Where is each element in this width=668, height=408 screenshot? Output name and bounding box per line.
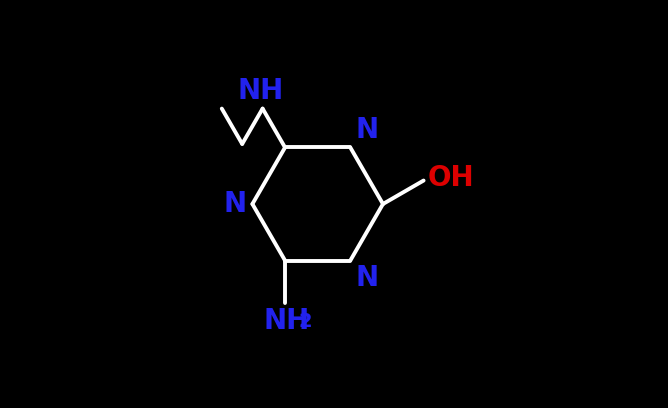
Text: OH: OH	[428, 164, 474, 193]
Text: NH: NH	[237, 77, 284, 104]
Text: N: N	[355, 116, 379, 144]
Text: N: N	[224, 190, 247, 218]
Text: NH: NH	[264, 307, 310, 335]
Text: 2: 2	[298, 313, 312, 331]
Text: N: N	[355, 264, 379, 292]
